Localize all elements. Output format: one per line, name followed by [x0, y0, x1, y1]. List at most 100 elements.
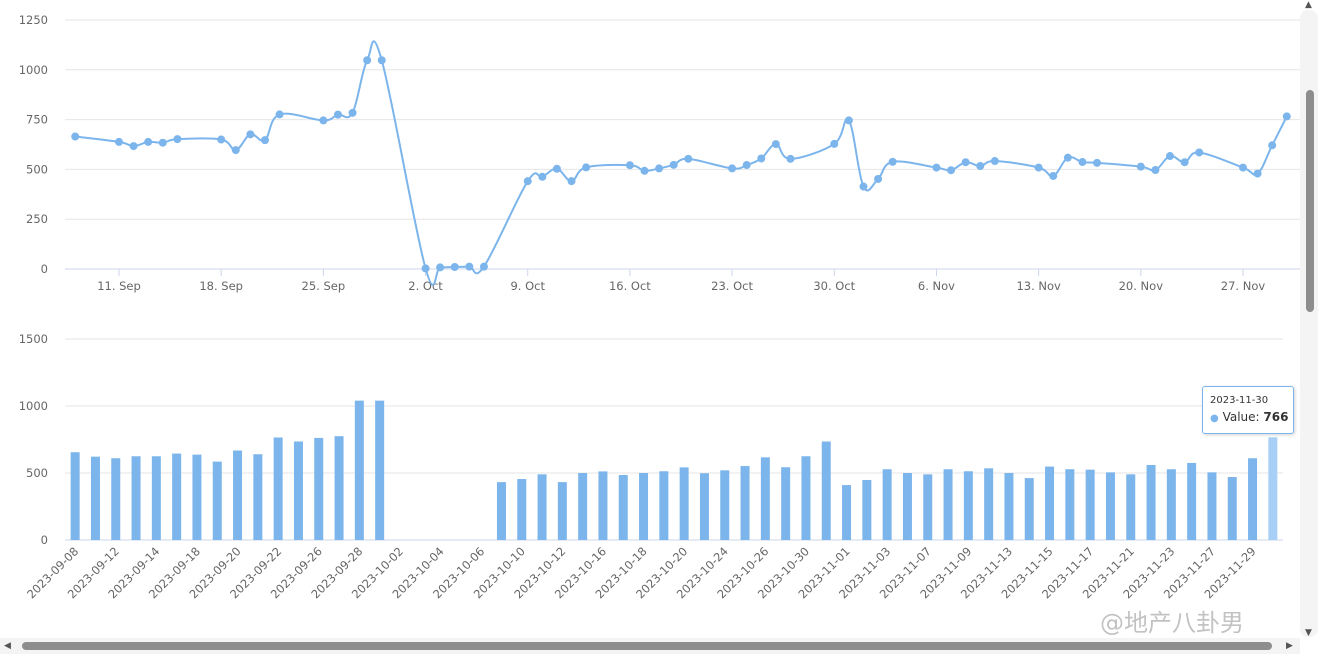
bar — [679, 467, 689, 540]
scroll-left-arrow-icon[interactable]: ◀ — [4, 641, 11, 651]
line-x-tick-label: 25. Sep — [302, 279, 346, 293]
line-y-tick-label: 0 — [41, 262, 48, 276]
line-data-point — [932, 163, 941, 172]
line-data-point — [1166, 152, 1175, 161]
line-x-tick-label: 20. Nov — [1119, 279, 1164, 293]
bar — [882, 469, 892, 540]
bar — [537, 474, 547, 540]
line-data-point — [275, 110, 284, 119]
line-data-point — [844, 116, 853, 125]
bar — [699, 473, 709, 540]
bar — [131, 456, 141, 540]
line-data-point — [961, 158, 970, 167]
line-data-point — [655, 164, 664, 173]
bar — [172, 453, 182, 540]
line-data-point — [1063, 153, 1072, 162]
line-data-point — [144, 137, 153, 146]
bar — [1085, 469, 1095, 540]
line-data-point — [1078, 158, 1087, 167]
bar-y-tick-label: 1000 — [19, 399, 48, 413]
line-data-point — [115, 137, 123, 146]
horizontal-scrollbar-thumb[interactable] — [22, 642, 1272, 650]
scroll-up-arrow-icon[interactable]: ▲ — [1305, 0, 1312, 10]
scroll-right-arrow-icon[interactable]: ▶ — [1286, 641, 1293, 651]
bar — [943, 469, 953, 540]
bar — [760, 457, 770, 540]
line-data-point — [990, 157, 999, 166]
bar-tooltip: 2023-11-30 ● Value: 766 — [1202, 386, 1294, 434]
line-x-tick-label: 18. Sep — [199, 279, 243, 293]
line-data-point — [377, 56, 386, 65]
line-x-tick-label: 30. Oct — [813, 279, 855, 293]
line-data-point — [552, 164, 561, 173]
bar — [334, 436, 344, 540]
bar — [557, 482, 567, 540]
line-y-tick-label: 750 — [26, 113, 48, 127]
line-x-tick-label: 6. Nov — [918, 279, 955, 293]
line-data-point — [479, 262, 488, 271]
line-data-point — [333, 110, 342, 119]
bar-chart: 0500100015002023-09-082023-09-122023-09-… — [19, 332, 1283, 601]
line-y-tick-label: 250 — [26, 212, 48, 226]
bar — [862, 479, 872, 540]
scroll-down-arrow-icon[interactable]: ▼ — [1305, 628, 1312, 638]
line-data-point — [348, 108, 357, 117]
line-data-point — [742, 161, 751, 170]
bar — [354, 400, 364, 540]
bar — [1207, 472, 1217, 540]
line-data-point — [947, 166, 956, 175]
line-data-point — [1136, 162, 1145, 171]
line-data-point — [1093, 158, 1102, 167]
tooltip-date: 2023-11-30 — [1210, 395, 1269, 406]
line-data-point — [567, 177, 576, 186]
vertical-scrollbar-thumb[interactable] — [1306, 90, 1314, 312]
bar — [1187, 462, 1197, 540]
line-data-point — [1282, 112, 1291, 121]
line-data-point — [1151, 165, 1160, 174]
line-x-tick-label: 2. Oct — [408, 279, 443, 293]
bar — [598, 471, 608, 540]
line-data-point — [757, 154, 766, 163]
line-data-point — [1180, 158, 1189, 167]
bar — [821, 441, 831, 540]
line-data-point — [217, 135, 226, 144]
line-data-point — [1034, 163, 1043, 172]
bar — [801, 456, 811, 540]
bar — [192, 454, 202, 540]
bar — [375, 400, 385, 540]
line-data-point — [465, 262, 474, 271]
tooltip-value: 766 — [1263, 410, 1289, 424]
bar — [659, 471, 669, 540]
bar — [1024, 478, 1034, 540]
bar — [90, 456, 100, 540]
bar-y-tick-label: 1500 — [19, 332, 48, 346]
bar — [517, 479, 527, 540]
bar — [923, 474, 933, 540]
bar-y-tick-label: 0 — [41, 533, 48, 547]
bar — [1105, 472, 1115, 540]
bar — [639, 473, 649, 540]
line-x-tick-label: 16. Oct — [609, 279, 651, 293]
line-data-point — [1239, 163, 1247, 172]
line-data-point — [728, 164, 737, 173]
line-data-point — [640, 166, 649, 175]
line-series-path — [75, 40, 1288, 286]
line-y-tick-label: 500 — [26, 162, 48, 176]
bar — [293, 441, 303, 540]
bar — [1004, 473, 1014, 540]
line-data-point — [786, 154, 795, 163]
bar — [151, 456, 161, 540]
bar — [314, 437, 324, 540]
line-data-point — [71, 132, 80, 141]
line-data-point — [421, 264, 430, 273]
line-data-point — [1253, 169, 1262, 178]
line-x-tick-label: 9. Oct — [510, 279, 545, 293]
bar — [842, 485, 852, 540]
line-data-point — [1049, 171, 1058, 180]
tooltip-row: ● Value: 766 — [1210, 410, 1288, 424]
line-data-point — [129, 142, 138, 151]
bar — [1166, 469, 1176, 540]
line-data-point — [436, 263, 445, 272]
line-data-point — [859, 182, 868, 191]
